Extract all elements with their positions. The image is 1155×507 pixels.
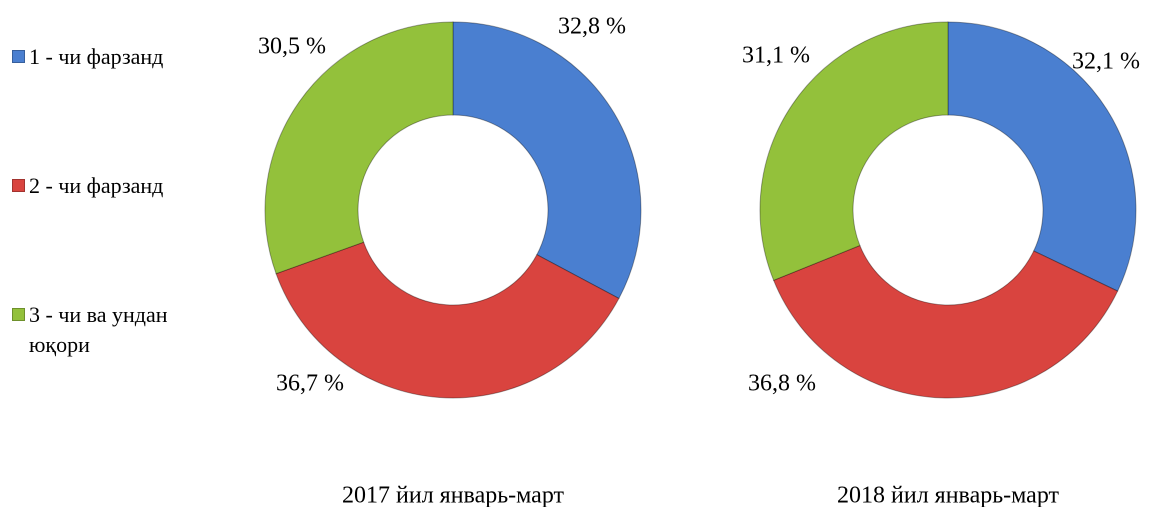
data-label: 36,8 % <box>748 371 816 397</box>
donut-segment <box>452 21 642 300</box>
data-label: 36,7 % <box>276 371 344 397</box>
legend-item: 2 - чи фарзанд <box>12 171 212 201</box>
donut-segment <box>947 21 1137 292</box>
chart-title: 2017 йил январь-март <box>342 483 565 507</box>
donut-segment <box>772 244 1119 399</box>
chart-title: 2018 йил январь-март <box>837 483 1060 507</box>
legend-item: 3 - чи ва ундан юқори <box>12 300 212 360</box>
legend-swatch <box>12 308 25 321</box>
donut-segment <box>264 21 454 275</box>
data-label: 30,5 % <box>258 34 326 60</box>
legend-label: 1 - чи фарзанд <box>29 44 164 69</box>
legend-label: 2 - чи фарзанд <box>29 173 164 198</box>
data-label: 32,1 % <box>1072 49 1140 75</box>
donut-segment <box>759 21 949 281</box>
legend-swatch <box>12 179 25 192</box>
data-label: 31,1 % <box>742 43 810 69</box>
legend-swatch <box>12 50 25 63</box>
legend-label: 3 - чи ва ундан юқори <box>29 302 168 357</box>
donut-segment <box>275 241 620 399</box>
data-label: 32,8 % <box>558 14 626 40</box>
legend-item: 1 - чи фарзанд <box>12 42 212 72</box>
